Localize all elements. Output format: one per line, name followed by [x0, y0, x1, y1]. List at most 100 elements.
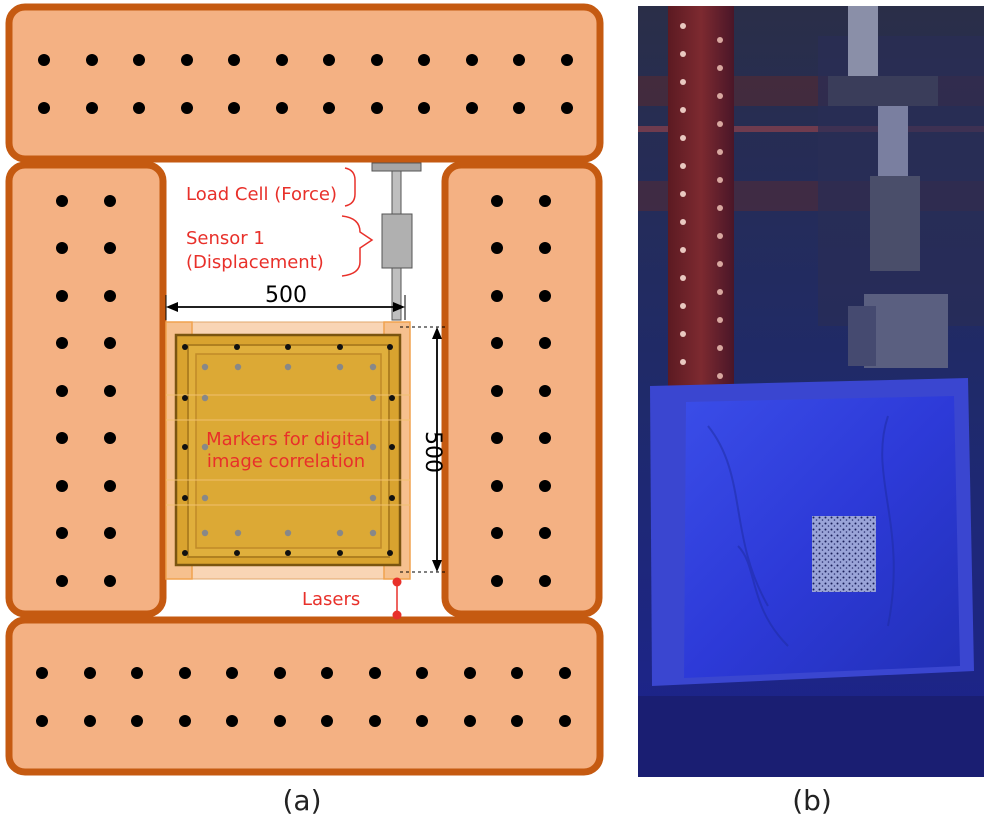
bottom-beam: [5, 616, 604, 776]
bolt-icon: [104, 527, 116, 539]
photo-wood-grain: [707, 415, 895, 647]
sensor-brace: [341, 215, 374, 277]
right-column: [441, 161, 603, 618]
bolt-icon: [36, 715, 48, 727]
dic-marker-icon: [284, 363, 292, 371]
bolt-icon: [491, 575, 503, 587]
bolt-icon: [36, 667, 48, 679]
sensor-label-line2: (Displacement): [186, 252, 324, 273]
bolt-icon: [323, 54, 335, 66]
bolt-icon: [181, 54, 193, 66]
fastener-icon: [182, 395, 188, 401]
bolt-icon: [104, 290, 116, 302]
actuator: [371, 162, 422, 321]
lasers-label: Lasers: [302, 589, 360, 610]
bolt-icon: [179, 715, 191, 727]
fastener-icon: [389, 495, 395, 501]
hole-icon: [717, 289, 723, 295]
dic-marker-icon: [369, 529, 377, 537]
hole-icon: [717, 317, 723, 323]
width-dim-label: 500: [265, 283, 307, 308]
schematic-diagram: Load Cell (Force) Sensor 1 (Displacement…: [5, 3, 604, 776]
bolt-icon: [56, 290, 68, 302]
bolt-icon: [513, 54, 525, 66]
bolt-icon: [133, 102, 145, 114]
bolt-icon: [559, 715, 571, 727]
bolt-icon: [86, 102, 98, 114]
hole-icon: [680, 247, 686, 253]
fastener-icon: [182, 495, 188, 501]
dic-marker-icon: [201, 363, 209, 371]
hole-icon: [680, 23, 686, 29]
fastener-icon: [285, 344, 291, 350]
bolt-icon: [104, 385, 116, 397]
top-beam: [5, 3, 604, 163]
bolt-icon: [491, 385, 503, 397]
bolt-icon: [56, 195, 68, 207]
fastener-icon: [387, 344, 393, 350]
dic-marker-icon: [369, 494, 377, 502]
bolt-icon: [56, 527, 68, 539]
bolt-icon: [539, 337, 551, 349]
bolt-icon: [228, 54, 240, 66]
dic-marker-icon: [234, 363, 242, 371]
bolt-icon: [104, 480, 116, 492]
hole-icon: [680, 331, 686, 337]
bolt-icon: [321, 667, 333, 679]
hole-icon: [680, 191, 686, 197]
bolt-icon: [86, 54, 98, 66]
bolt-icon: [56, 337, 68, 349]
bolt-icon: [274, 667, 286, 679]
load-cell-label: Load Cell (Force): [186, 184, 337, 205]
fastener-icon: [234, 550, 240, 556]
left-column: [5, 161, 167, 618]
width-dimension: [165, 295, 406, 320]
bolt-icon: [369, 715, 381, 727]
photo-actuator: [828, 6, 948, 368]
bolt-icon: [56, 432, 68, 444]
bolt-icon: [38, 102, 50, 114]
bolt-icon: [513, 102, 525, 114]
bolt-icon: [539, 432, 551, 444]
bolt-icon: [539, 480, 551, 492]
dic-marker-icon: [201, 394, 209, 402]
bolt-icon: [274, 715, 286, 727]
fastener-icon: [285, 550, 291, 556]
bolt-icon: [559, 667, 571, 679]
bolt-icon: [539, 385, 551, 397]
hole-icon: [717, 345, 723, 351]
caption-a: (a): [282, 784, 322, 817]
panel-edge-bolts: [182, 344, 395, 556]
hole-icon: [680, 135, 686, 141]
bolt-icon: [491, 337, 503, 349]
hole-icon: [680, 163, 686, 169]
hole-icon: [680, 359, 686, 365]
bolt-icon: [371, 102, 383, 114]
bolt-icon: [133, 54, 145, 66]
bolt-icon: [84, 715, 96, 727]
bolt-icon: [539, 195, 551, 207]
hole-icon: [680, 51, 686, 57]
fastener-icon: [182, 550, 188, 556]
bolt-icon: [491, 195, 503, 207]
markers-label-line1: Markers for digital: [206, 429, 370, 450]
hole-icon: [717, 37, 723, 43]
bolt-icon: [226, 667, 238, 679]
bolt-icon: [228, 102, 240, 114]
bolt-icon: [104, 337, 116, 349]
dic-marker-icon: [369, 443, 377, 451]
bolt-icon: [491, 527, 503, 539]
bolt-icon: [466, 54, 478, 66]
caption-b: (b): [792, 784, 832, 817]
hole-icon: [717, 93, 723, 99]
bolt-icon: [131, 715, 143, 727]
hole-icon: [680, 275, 686, 281]
bolt-icon: [418, 102, 430, 114]
hole-icon: [717, 149, 723, 155]
photo-speckle-pattern: [812, 516, 876, 592]
bolt-icon: [491, 480, 503, 492]
height-dim-label: 500: [420, 431, 445, 473]
photo-column-holes: [680, 23, 723, 379]
bottom-beam-bolts: [36, 667, 571, 727]
bolt-icon: [491, 242, 503, 254]
